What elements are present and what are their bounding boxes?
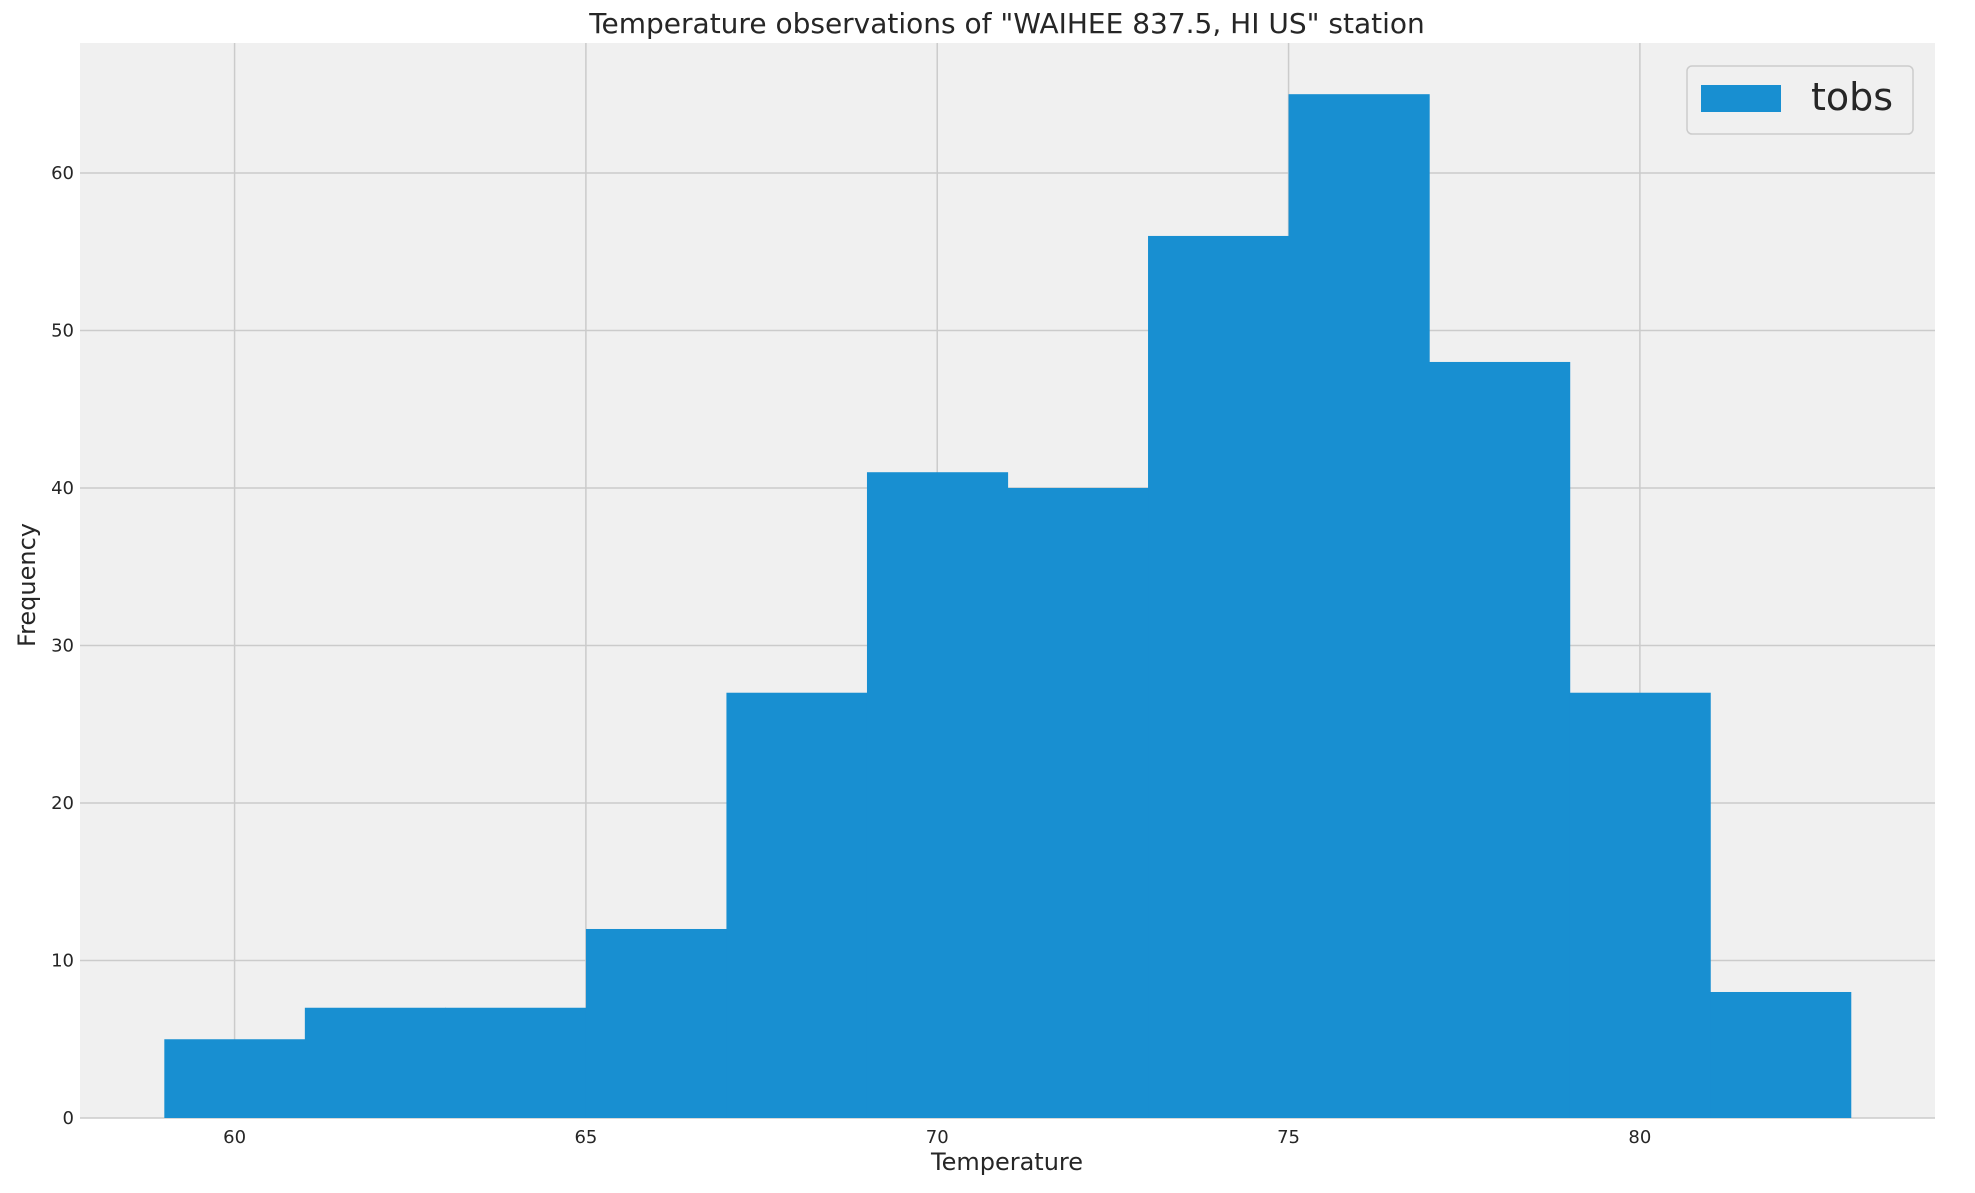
histogram-bar	[1710, 991, 1852, 1118]
y-tick-label: 10	[51, 950, 74, 971]
x-tick-label: 70	[926, 1127, 949, 1148]
histogram-bar	[1148, 235, 1290, 1118]
y-axis-label: Frequency	[13, 523, 41, 647]
legend: tobs	[1686, 65, 1914, 135]
x-tick-label: 65	[574, 1127, 597, 1148]
histogram-bar	[164, 1039, 306, 1118]
chart-title: Temperature observations of "WAIHEE 837.…	[588, 7, 1425, 40]
x-tick-label: 80	[1628, 1127, 1651, 1148]
y-tick-label: 40	[51, 478, 74, 499]
x-axis-label: Temperature	[930, 1148, 1083, 1176]
y-tick-labels: 0 10 20 30 40 50 60	[51, 163, 74, 1129]
histogram-bar	[866, 472, 1009, 1118]
histogram-bar	[1429, 361, 1571, 1118]
histogram-bar	[1569, 692, 1711, 1118]
histogram-bar	[304, 1007, 446, 1118]
legend-label-tobs: tobs	[1811, 75, 1893, 119]
histogram-bars	[164, 94, 1852, 1118]
y-tick-label: 50	[51, 320, 74, 341]
x-tick-labels: 60 65 70 75 80	[223, 1127, 1651, 1148]
y-tick-label: 60	[51, 163, 74, 184]
histogram-bar	[585, 928, 728, 1118]
legend-box	[1686, 65, 1914, 135]
x-tick-label: 60	[223, 1127, 246, 1148]
histogram-bar	[445, 1007, 587, 1118]
y-tick-label: 20	[51, 793, 74, 814]
histogram-bar	[726, 692, 868, 1118]
y-tick-label: 0	[63, 1108, 74, 1129]
y-tick-label: 30	[51, 635, 74, 656]
histogram-bar	[1288, 94, 1430, 1118]
legend-swatch	[1701, 85, 1781, 112]
x-tick-label: 75	[1277, 1127, 1300, 1148]
histogram-bar	[1007, 487, 1149, 1118]
